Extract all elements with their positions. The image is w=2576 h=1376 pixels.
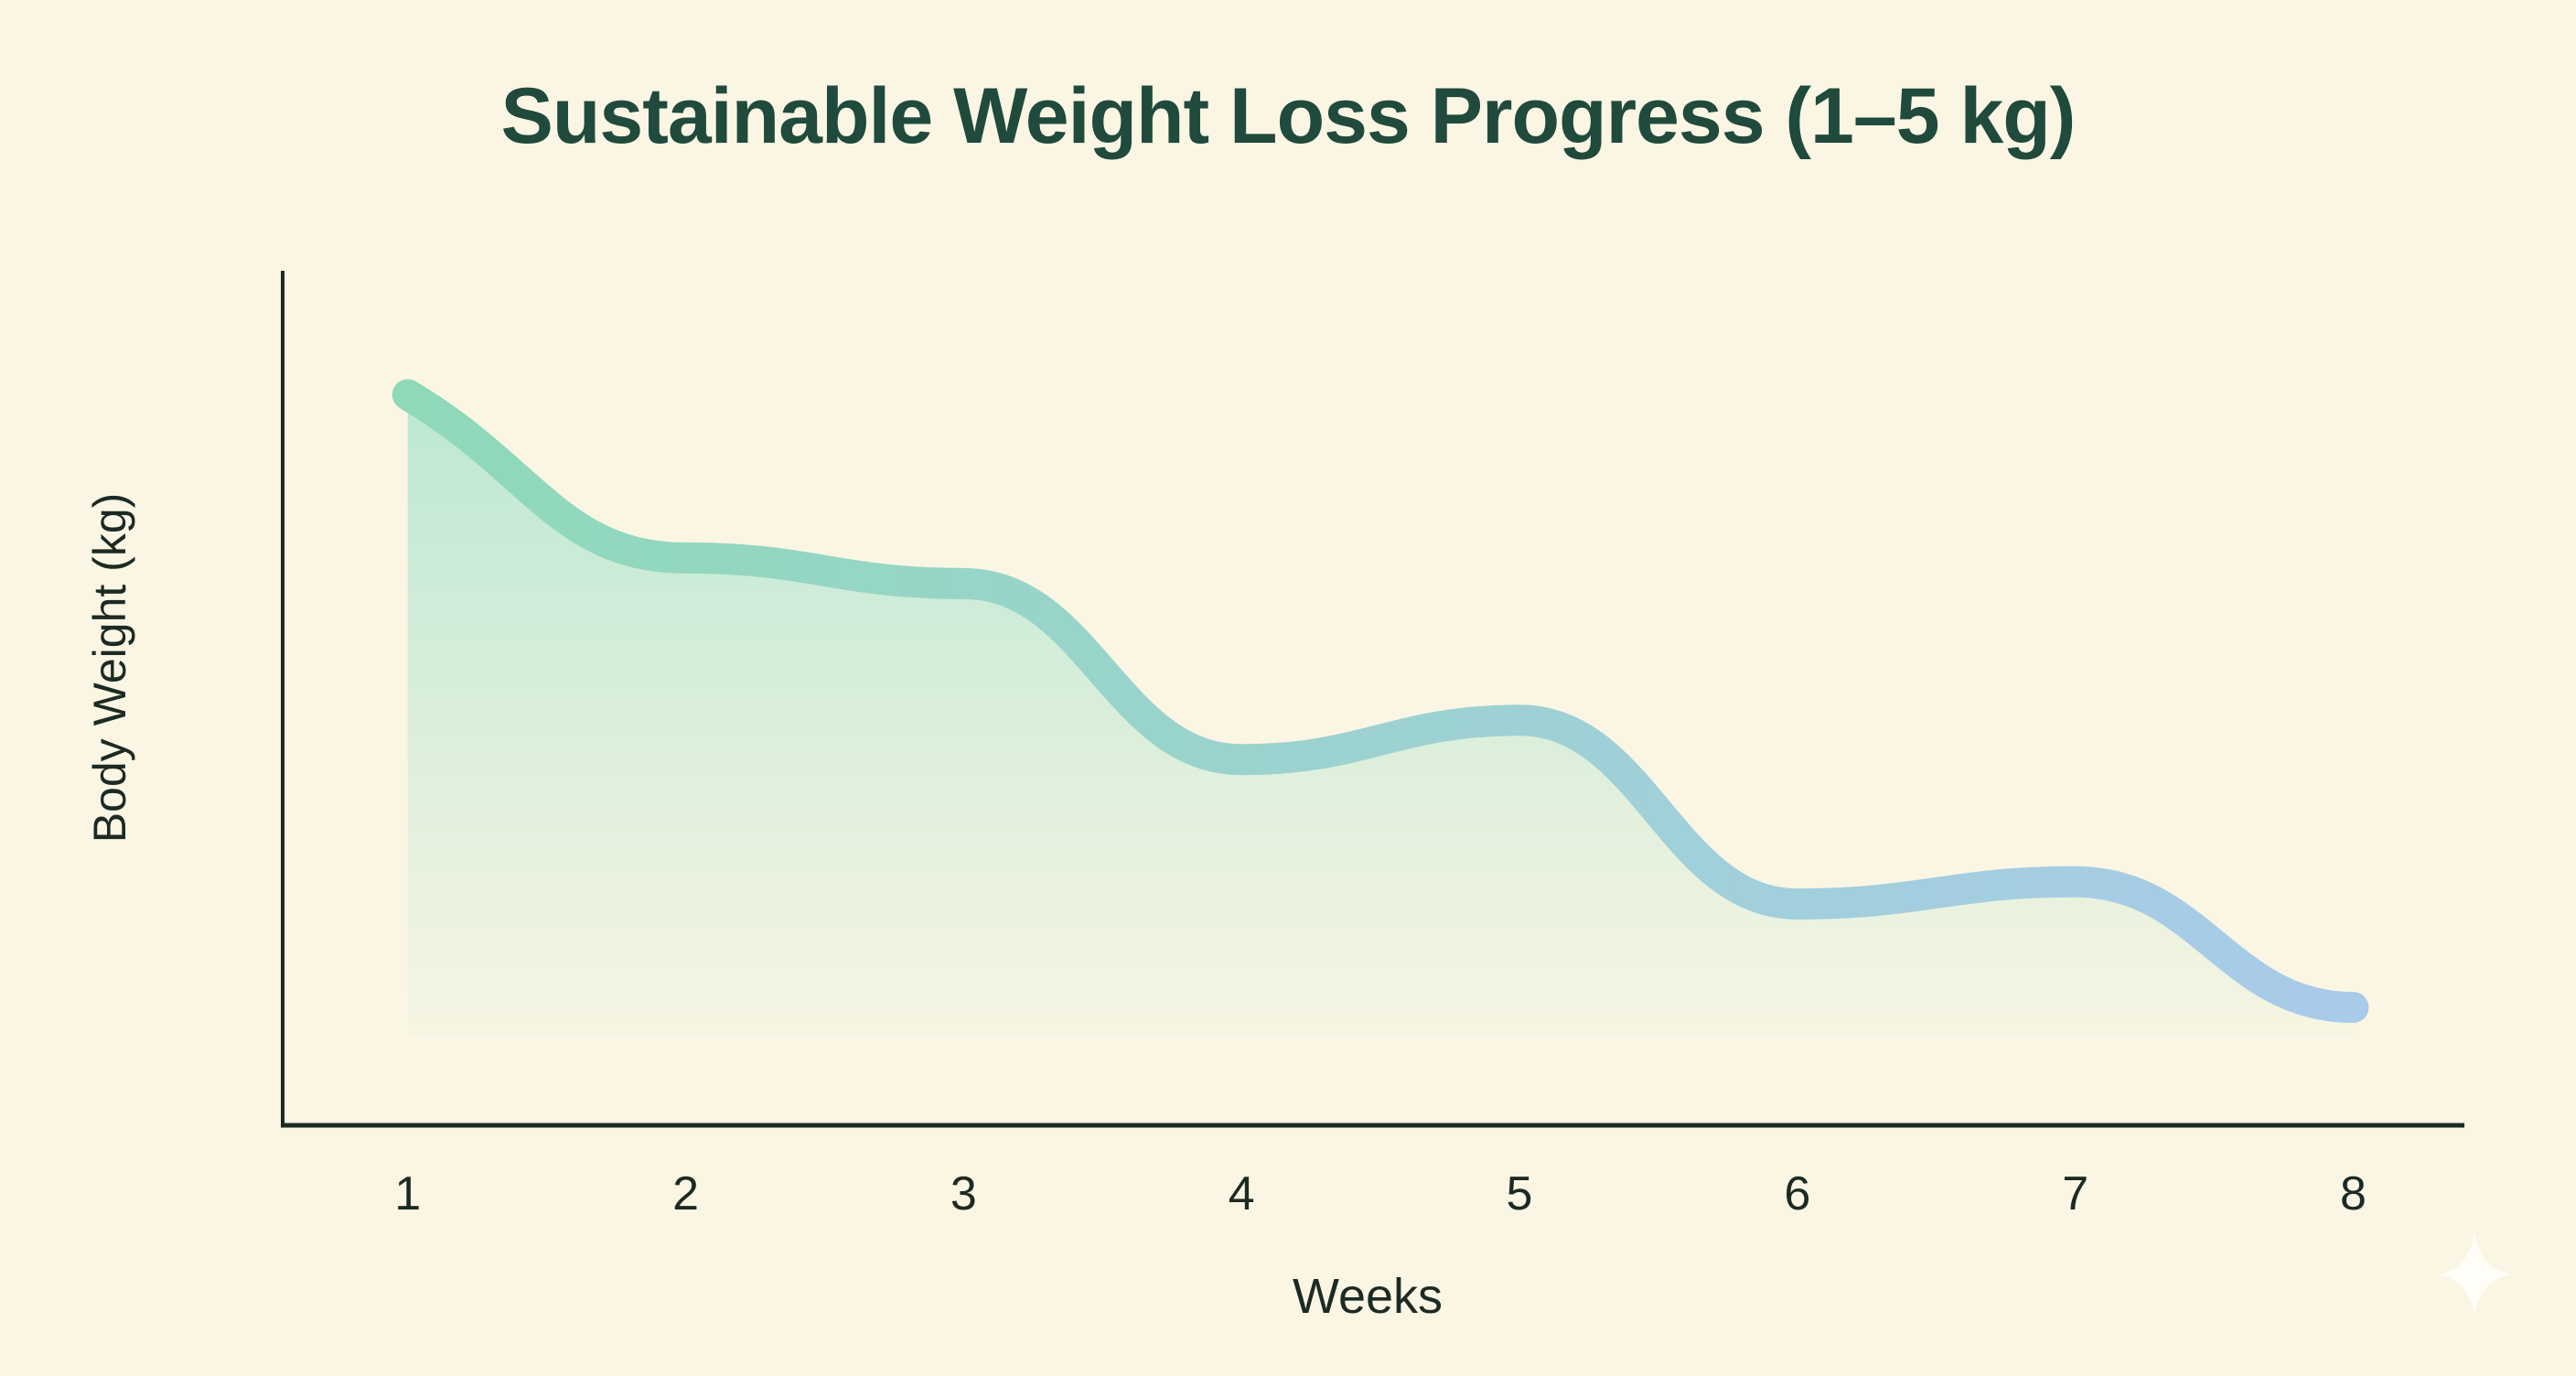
x-tick-label: 1 [394,1167,421,1220]
chart-title: Sustainable Weight Loss Progress (1–5 kg… [500,72,2077,160]
series-line [392,379,2369,1024]
x-tick-label: 8 [2340,1167,2367,1220]
x-tick-label: 3 [950,1167,977,1220]
x-tick-label: 6 [1784,1167,1810,1220]
x-axis-label: Weeks [1292,1269,1444,1324]
x-tick-label: 5 [1507,1167,1533,1220]
x-tick-label: 4 [1229,1167,1255,1220]
sparkle-icon [2438,1233,2511,1316]
area-fill [407,394,2354,1038]
x-tick-label: 2 [672,1167,699,1220]
x-tick-label: 7 [2062,1167,2088,1220]
